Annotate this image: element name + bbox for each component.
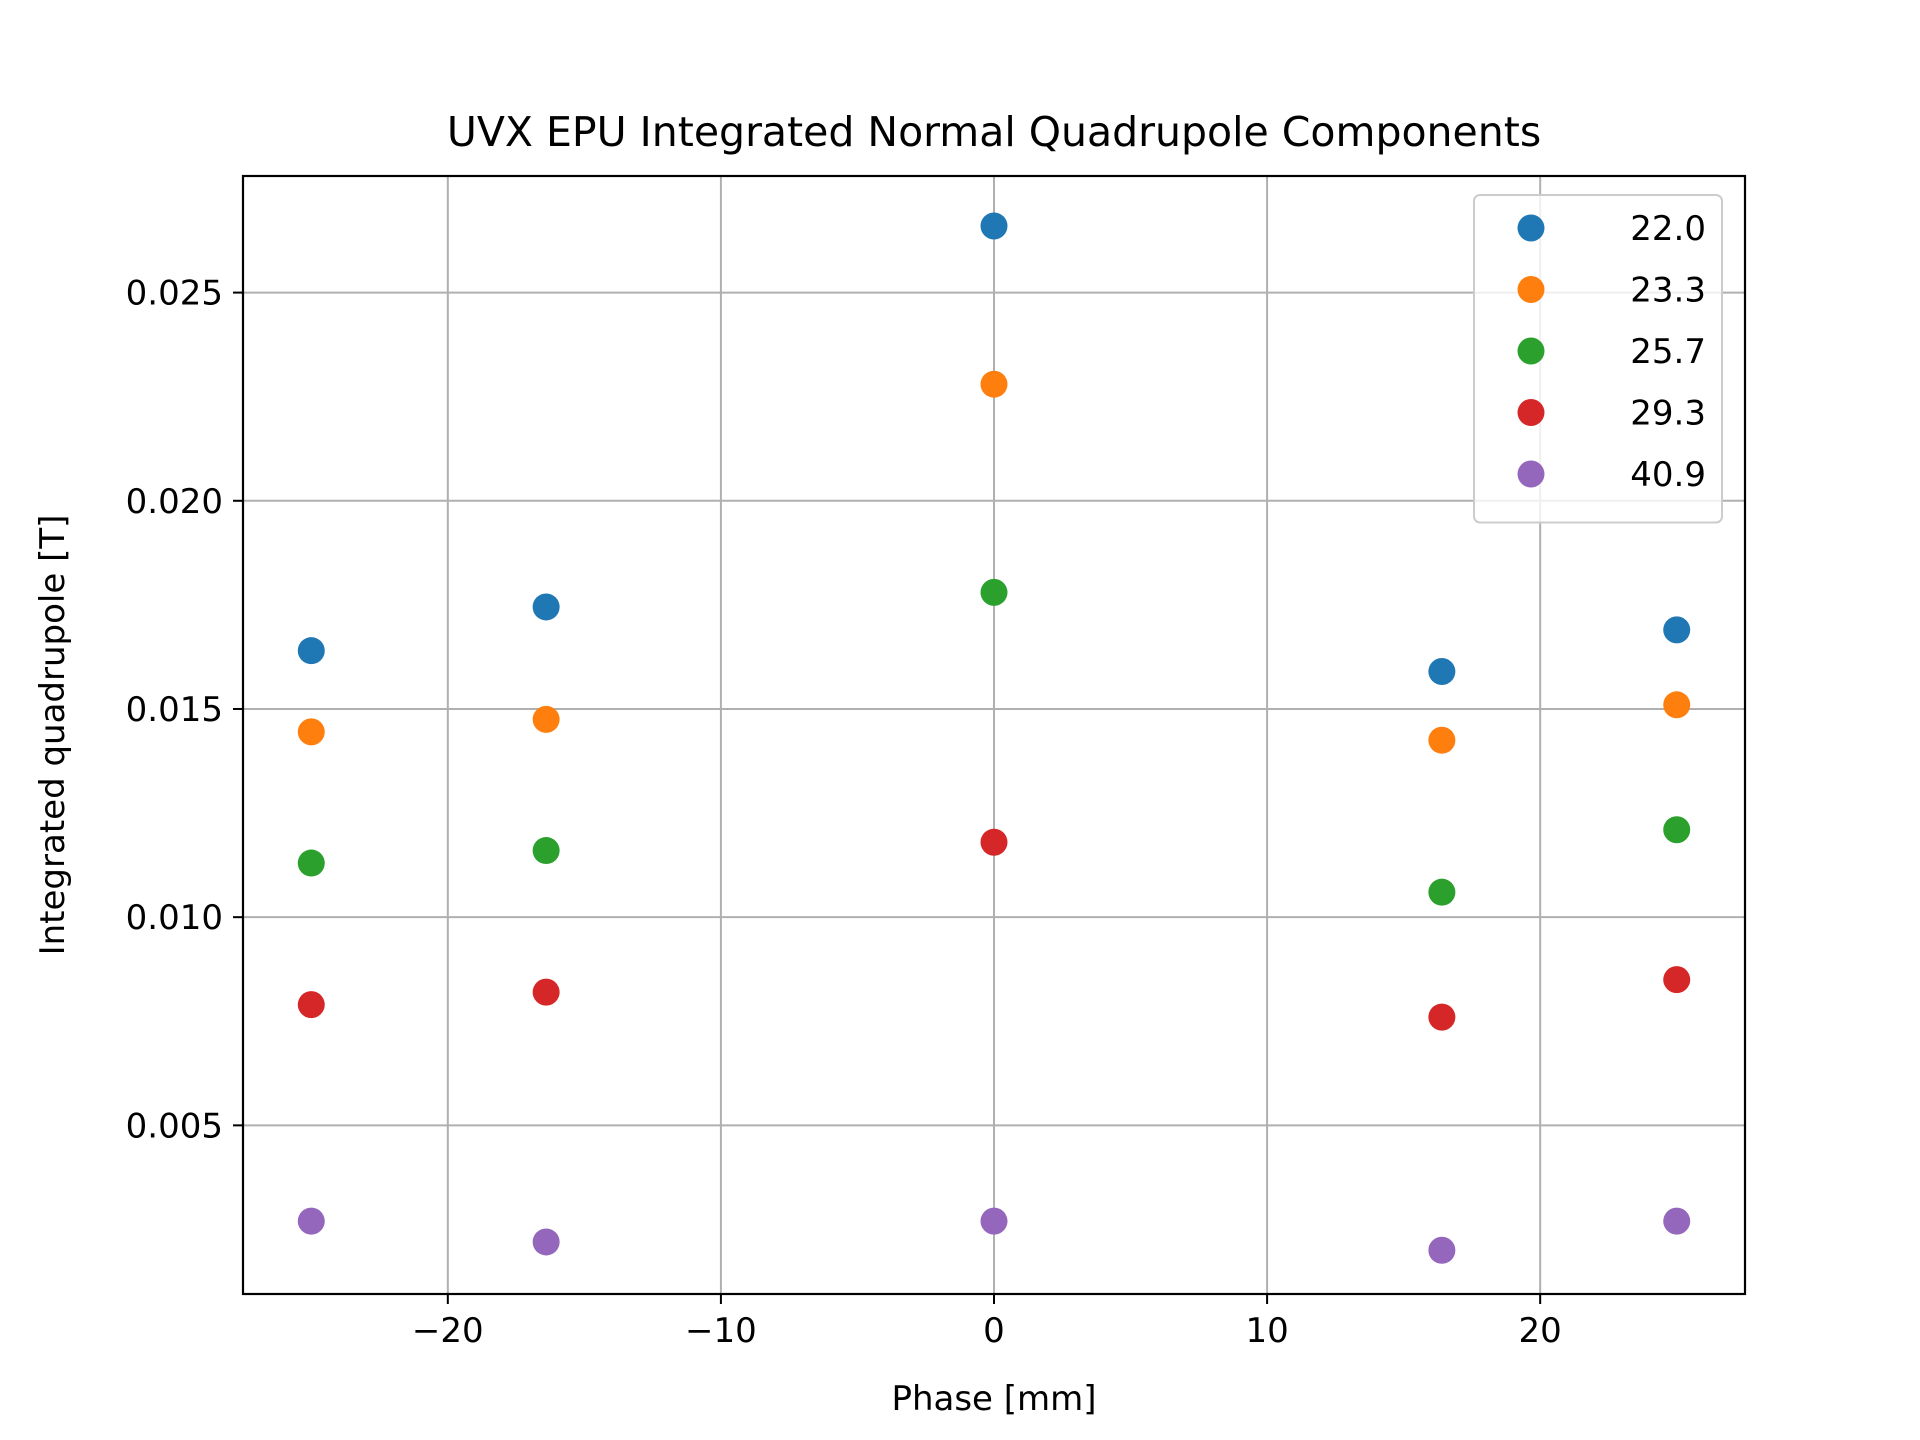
y-tick-label: 0.010: [126, 898, 223, 938]
data-point: [980, 370, 1008, 398]
y-tick-label: 0.020: [126, 482, 223, 522]
data-point: [532, 837, 560, 865]
data-point: [1663, 691, 1691, 719]
series-25-7: [297, 578, 1691, 906]
x-tick-label: −10: [685, 1311, 757, 1351]
legend-label: 25.7: [1630, 332, 1706, 372]
data-point: [1428, 878, 1456, 906]
series-23-3: [297, 370, 1691, 754]
data-point: [532, 705, 560, 733]
chart-title: UVX EPU Integrated Normal Quadrupole Com…: [447, 108, 1541, 156]
x-tick-label: −20: [412, 1311, 484, 1351]
y-axis-title: Integrated quadrupole [T]: [33, 515, 73, 956]
data-point: [297, 1207, 325, 1235]
data-point: [980, 828, 1008, 856]
data-points: [297, 212, 1691, 1264]
data-point: [1663, 816, 1691, 844]
legend-marker: [1517, 276, 1545, 303]
legend-marker: [1517, 399, 1545, 426]
legend-marker: [1517, 460, 1545, 488]
x-tick-label: 0: [983, 1311, 1005, 1351]
data-point: [1428, 1003, 1456, 1031]
data-point: [1663, 616, 1691, 644]
data-point: [980, 578, 1008, 606]
data-point: [1428, 1236, 1456, 1264]
data-point: [297, 991, 325, 1019]
x-tick-label: 20: [1519, 1311, 1562, 1351]
data-point: [297, 718, 325, 746]
legend-marker: [1517, 214, 1545, 242]
series-29-3: [297, 828, 1691, 1031]
y-axis: 0.005 0.010 0.015 0.020 0.025: [126, 274, 243, 1146]
series-40-9: [297, 1207, 1691, 1264]
legend-label: 40.9: [1630, 455, 1706, 495]
legend-label: 22.0: [1630, 209, 1706, 249]
data-point: [532, 978, 560, 1006]
data-point: [1663, 1207, 1691, 1235]
x-axis-title: Phase [mm]: [891, 1379, 1096, 1419]
legend-label: 29.3: [1630, 394, 1706, 434]
data-point: [1428, 726, 1456, 754]
legend-marker: [1517, 337, 1545, 365]
legend: 22.0 23.3 25.7 29.3 40.9: [1473, 194, 1723, 524]
legend-label: 23.3: [1630, 271, 1706, 311]
legend-box: [1473, 194, 1723, 524]
data-point: [532, 593, 560, 621]
y-tick-label: 0.025: [126, 274, 223, 314]
x-tick-label: 10: [1245, 1311, 1288, 1351]
data-point: [532, 1228, 560, 1256]
y-tick-label: 0.005: [126, 1106, 223, 1146]
data-point: [1428, 658, 1456, 686]
series-22-0: [297, 212, 1691, 686]
data-point: [980, 212, 1008, 240]
data-point: [297, 849, 325, 877]
data-point: [1663, 966, 1691, 994]
data-point: [980, 1207, 1008, 1235]
y-tick-label: 0.015: [126, 690, 223, 730]
data-point: [297, 637, 325, 665]
x-axis: −20 −10 0 10 20: [412, 1294, 1562, 1351]
